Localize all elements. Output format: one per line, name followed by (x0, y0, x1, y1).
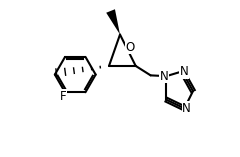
Text: N: N (182, 102, 191, 115)
Text: N: N (180, 65, 189, 78)
Text: F: F (60, 90, 67, 103)
Text: N: N (160, 70, 168, 83)
Polygon shape (106, 9, 120, 35)
Text: O: O (126, 41, 135, 54)
